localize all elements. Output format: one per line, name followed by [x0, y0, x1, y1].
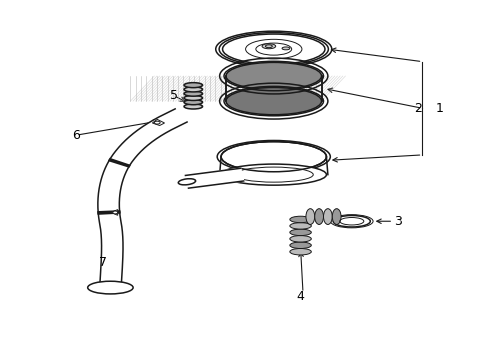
- Ellipse shape: [113, 211, 118, 214]
- Ellipse shape: [183, 104, 202, 109]
- Ellipse shape: [183, 100, 202, 105]
- Text: 5: 5: [169, 89, 178, 102]
- Ellipse shape: [289, 248, 311, 255]
- FancyBboxPatch shape: [225, 76, 321, 101]
- Ellipse shape: [87, 281, 133, 294]
- Text: 4: 4: [296, 290, 304, 303]
- Ellipse shape: [289, 229, 311, 235]
- Ellipse shape: [289, 223, 311, 229]
- Ellipse shape: [332, 216, 369, 227]
- Text: 3: 3: [393, 215, 401, 228]
- Ellipse shape: [323, 209, 331, 225]
- Ellipse shape: [220, 141, 326, 172]
- Polygon shape: [98, 109, 187, 288]
- Ellipse shape: [222, 34, 325, 64]
- Ellipse shape: [183, 91, 202, 96]
- Ellipse shape: [289, 242, 311, 248]
- Polygon shape: [185, 168, 243, 188]
- Ellipse shape: [262, 44, 275, 49]
- Ellipse shape: [289, 216, 311, 223]
- Ellipse shape: [93, 283, 127, 292]
- Text: 6: 6: [72, 129, 80, 142]
- Ellipse shape: [221, 164, 326, 185]
- Ellipse shape: [183, 83, 202, 87]
- Text: 1: 1: [435, 102, 443, 115]
- Ellipse shape: [225, 62, 321, 90]
- Ellipse shape: [282, 47, 289, 50]
- Ellipse shape: [90, 282, 130, 293]
- Ellipse shape: [314, 209, 323, 225]
- Polygon shape: [111, 210, 118, 215]
- Ellipse shape: [222, 143, 325, 171]
- Polygon shape: [152, 120, 164, 126]
- Ellipse shape: [178, 179, 195, 185]
- Text: 2: 2: [413, 102, 421, 115]
- Ellipse shape: [183, 95, 202, 100]
- Ellipse shape: [289, 235, 311, 242]
- Ellipse shape: [225, 87, 321, 115]
- Ellipse shape: [96, 284, 124, 292]
- Ellipse shape: [331, 209, 340, 225]
- Ellipse shape: [154, 121, 160, 124]
- Ellipse shape: [183, 87, 202, 92]
- Text: 7: 7: [99, 256, 107, 269]
- Ellipse shape: [305, 209, 314, 225]
